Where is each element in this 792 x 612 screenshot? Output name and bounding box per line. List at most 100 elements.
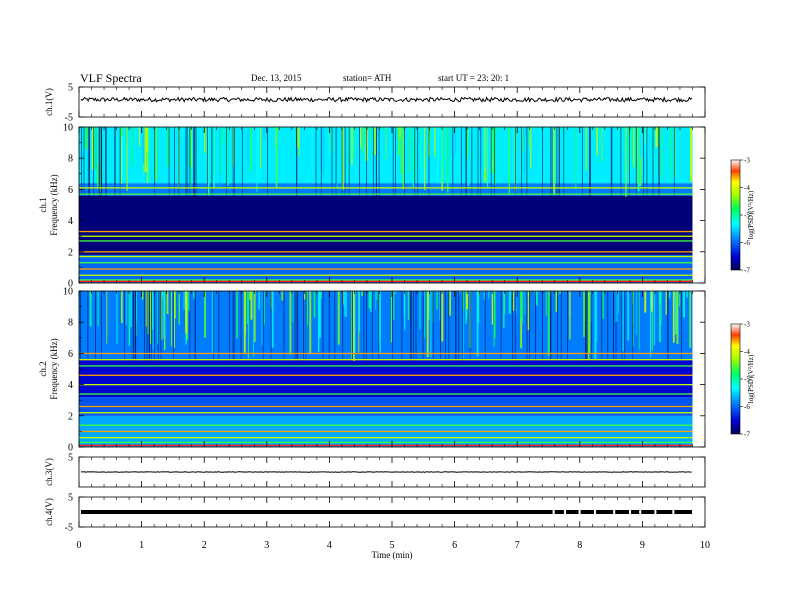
y-tick-label: 8	[68, 318, 73, 329]
sferic-streak	[376, 291, 378, 301]
sferic-streak	[116, 291, 118, 344]
sferic-streak	[670, 127, 672, 184]
sferic-streak	[204, 127, 206, 153]
dark-streak	[392, 127, 394, 198]
dark-streak	[549, 291, 551, 362]
dark-streak	[194, 291, 196, 362]
dark-streak	[213, 291, 214, 362]
dark-streak	[535, 291, 536, 362]
sferic-streak	[637, 127, 639, 184]
sferic-streak	[525, 127, 527, 137]
waveform-gap	[628, 509, 631, 515]
dark-streak	[551, 127, 553, 198]
sferic-streak	[516, 291, 517, 315]
sferic-streak	[188, 291, 191, 311]
dark-streak	[88, 127, 90, 198]
sferic-streak	[86, 127, 88, 150]
sferic-streak	[337, 291, 340, 345]
sferic-streak	[503, 291, 505, 329]
dark-streak	[366, 291, 367, 362]
dark-streak	[93, 127, 95, 198]
sferic-streak	[429, 291, 432, 358]
sferic-streak	[147, 127, 150, 184]
dark-streak	[560, 291, 562, 362]
narrowband-line	[79, 230, 693, 233]
sferic-streak	[233, 127, 235, 167]
colorbar-tick-label: -6	[744, 403, 750, 411]
sferic-streak	[292, 291, 294, 323]
dark-streak	[270, 291, 272, 362]
sferic-streak	[547, 291, 550, 357]
dark-streak	[460, 127, 462, 198]
narrowband-line	[79, 255, 693, 258]
dark-streak	[283, 291, 285, 362]
sferic-streak	[379, 291, 381, 354]
sferic-streak	[264, 291, 266, 325]
narrowband-line	[79, 437, 693, 439]
dark-streak	[458, 291, 460, 362]
sferic-streak	[494, 127, 496, 186]
sferic-streak	[420, 127, 422, 167]
sferic-streak	[441, 127, 443, 182]
sferic-streak	[247, 127, 250, 163]
sferic-streak	[236, 291, 238, 339]
dark-streak	[417, 127, 419, 198]
dark-streak	[610, 127, 612, 198]
dark-streak	[211, 127, 213, 198]
sferic-streak	[129, 127, 131, 165]
dark-streak	[432, 291, 434, 362]
sferic-streak	[638, 291, 640, 350]
sferic-streak	[587, 291, 590, 359]
sferic-streak	[439, 291, 441, 321]
sferic-streak	[419, 291, 421, 330]
sferic-streak	[351, 291, 353, 359]
dark-streak	[412, 291, 414, 362]
sferic-streak	[226, 127, 229, 186]
sferic-streak	[256, 127, 258, 192]
dark-streak	[624, 291, 626, 362]
dark-streak	[462, 291, 464, 362]
sferic-streak	[188, 127, 191, 140]
sferic-streak	[462, 291, 464, 359]
sferic-streak	[655, 127, 658, 148]
dark-streak	[587, 291, 589, 362]
sferic-streak	[555, 291, 558, 313]
sferic-streak	[602, 291, 604, 319]
sferic-streak	[207, 127, 210, 196]
sferic-streak	[412, 127, 415, 188]
dark-streak	[342, 291, 344, 362]
narrowband-line	[79, 393, 693, 395]
dark-streak	[148, 291, 150, 362]
dark-streak	[149, 291, 151, 362]
x-tick-label: 10	[700, 540, 710, 551]
dark-streak	[193, 127, 195, 198]
dark-streak	[477, 127, 479, 198]
dark-streak	[611, 127, 613, 198]
spectrogram-gap	[692, 127, 705, 283]
waveform-trace	[80, 96, 693, 103]
sferic-streak	[370, 127, 372, 142]
dark-streak	[392, 291, 393, 362]
dark-streak	[652, 127, 654, 198]
sferic-streak	[444, 127, 446, 162]
dark-streak	[469, 291, 471, 362]
dark-streak	[411, 291, 412, 362]
sferic-streak	[483, 291, 485, 300]
dark-streak	[341, 127, 343, 198]
sferic-streak	[553, 127, 555, 195]
sferic-streak	[385, 127, 387, 160]
sferic-streak	[190, 127, 193, 167]
sferic-streak	[347, 127, 350, 178]
dark-streak	[585, 291, 587, 362]
sferic-streak	[639, 127, 642, 158]
sferic-streak	[491, 291, 493, 325]
sferic-streak	[139, 127, 141, 147]
sferic-streak	[263, 127, 266, 139]
narrowband-line	[79, 384, 693, 386]
sferic-streak	[222, 127, 225, 143]
sferic-streak	[493, 291, 495, 347]
sferic-streak	[596, 127, 598, 156]
colorbar-tick-label: -3	[744, 157, 750, 165]
dark-streak	[550, 127, 552, 198]
sferic-streak	[682, 291, 686, 318]
